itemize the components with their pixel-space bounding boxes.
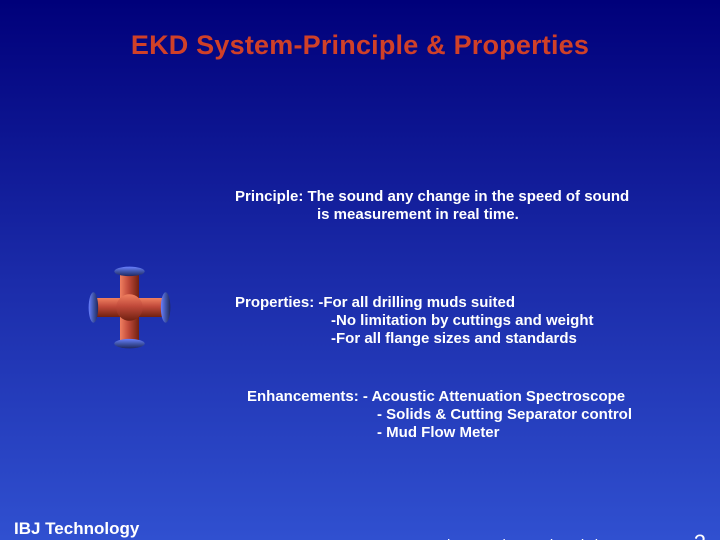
pipe-cross-icon	[82, 260, 177, 355]
properties-block: Properties: -For all drilling muds suite…	[235, 294, 695, 348]
slide-title: EKD System-Principle & Properties	[0, 30, 720, 61]
enhancements-block: Enhancements: - Acoustic Attenuation Spe…	[235, 388, 695, 442]
principle-line2: is measurement in real time.	[235, 206, 695, 224]
footer: IBJ Technology Ingenieurbüro Jäger Ultra…	[14, 519, 706, 540]
page-number: 2	[694, 530, 706, 540]
enhancements-item: - Mud Flow Meter	[247, 424, 695, 442]
content-area: Principle: The sound any change in the s…	[235, 188, 695, 442]
footer-right: Ultrasonic Early Kick Detector 2	[435, 530, 706, 540]
enhancements-header: Enhancements: - Acoustic Attenuation Spe…	[247, 388, 695, 406]
enhancements-item: - Solids & Cutting Separator control	[247, 406, 695, 424]
properties-header: Properties: -For all drilling muds suite…	[235, 294, 695, 312]
principle-block: Principle: The sound any change in the s…	[235, 188, 695, 224]
properties-item: -For all flange sizes and standards	[235, 330, 695, 348]
principle-line1: Principle: The sound any change in the s…	[235, 188, 695, 206]
properties-item: -No limitation by cuttings and weight	[235, 312, 695, 330]
